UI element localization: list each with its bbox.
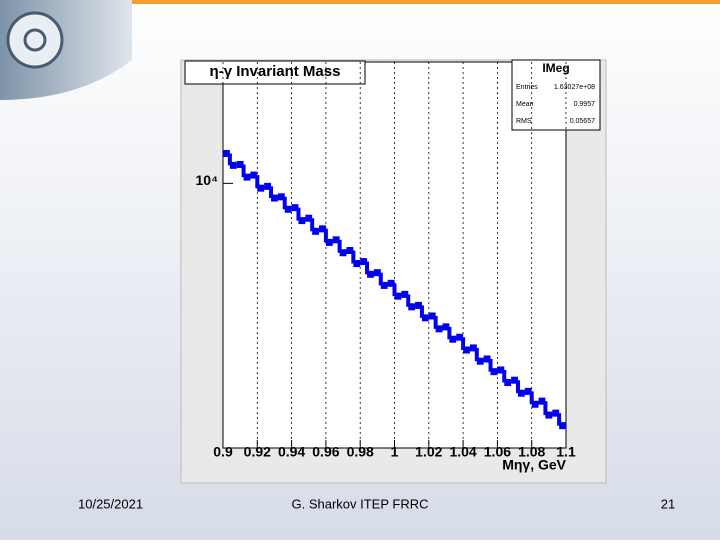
x-tick-label: 1.02 — [415, 444, 442, 460]
stats-key: Mean — [516, 101, 534, 108]
x-tick-label: 1.1 — [556, 444, 576, 460]
chart-title: η-γ Invariant Mass — [210, 63, 341, 80]
x-tick-label: 0.96 — [312, 444, 339, 460]
x-tick-label: 1.04 — [449, 444, 476, 460]
x-tick-label: 1.06 — [484, 444, 511, 460]
footer-date: 10/25/2021 — [78, 496, 143, 511]
x-tick-label: 0.9 — [213, 444, 233, 460]
footer-author: G. Sharkov ITEP FRRC — [291, 496, 428, 511]
stats-value: 0.05657 — [570, 118, 595, 125]
logo — [6, 11, 64, 69]
stats-box — [511, 59, 601, 131]
x-axis-label: Mηγ, GeV — [502, 457, 566, 473]
stats-key: Entries — [516, 84, 538, 91]
x-tick-label: 0.98 — [347, 444, 374, 460]
x-tick-label: 0.92 — [244, 444, 271, 460]
x-tick-label: 1.08 — [518, 444, 545, 460]
title-box — [184, 60, 366, 85]
stats-value: 1.63027e+08 — [554, 84, 595, 91]
top-stripe — [130, 0, 720, 4]
logo-inner — [23, 28, 47, 52]
y-tick-label: 10⁴ — [196, 172, 219, 188]
stats-value: 0.9957 — [574, 101, 596, 108]
stats-title: IMeg — [542, 61, 569, 75]
footer-page: 21 — [661, 496, 675, 511]
stats-key: RMS — [516, 118, 532, 125]
x-tick-label: 1 — [391, 444, 399, 460]
x-tick-label: 0.94 — [278, 444, 305, 460]
